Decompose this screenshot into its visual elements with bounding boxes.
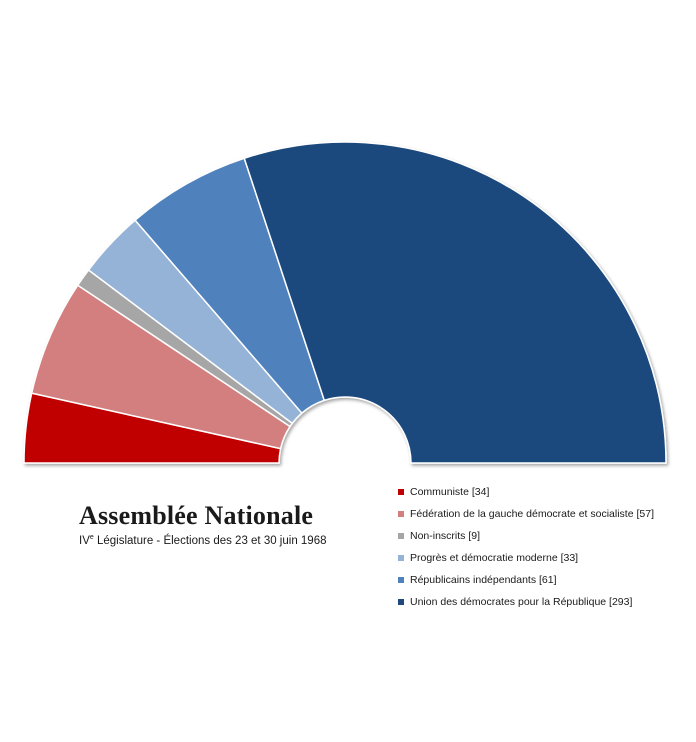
legend: Communiste [34] Fédération de la gauche d… — [398, 481, 654, 613]
legend-item-2: Non-inscrits [9] — [398, 525, 654, 547]
legislature-ordinal-suffix: e — [89, 534, 94, 541]
subtitle-text: Législature - Élections des 23 et 30 jui… — [93, 534, 327, 547]
legend-label: Non-inscrits [9] — [410, 530, 481, 542]
chart-subtitle: IVe Législature - Élections des 23 et 30… — [79, 531, 327, 548]
legend-label: Union des démocrates pour la République … — [410, 596, 633, 608]
legend-swatch — [398, 555, 404, 561]
legend-label: Républicains indépendants [61] — [410, 574, 557, 586]
chart-title: Assemblée Nationale — [79, 501, 314, 530]
legend-item-3: Progrès et démocratie moderne [33] — [398, 547, 654, 569]
legend-item-4: Républicains indépendants [61] — [398, 569, 654, 591]
legend-swatch — [398, 489, 404, 495]
legend-item-0: Communiste [34] — [398, 481, 654, 503]
slice-5 — [243, 141, 667, 464]
legend-label: Progrès et démocratie moderne [33] — [410, 552, 579, 564]
legend-item-5: Union des démocrates pour la République … — [398, 591, 654, 613]
legend-label: Communiste [34] — [410, 486, 490, 498]
legend-swatch — [398, 577, 404, 583]
legend-swatch — [398, 533, 404, 539]
legend-swatch — [398, 599, 404, 605]
slices-group — [23, 141, 667, 464]
legislature-ordinal: IV — [79, 534, 90, 547]
legend-swatch — [398, 511, 404, 517]
legend-label: Fédération de la gauche démocrate et soc… — [410, 508, 654, 520]
legend-item-1: Fédération de la gauche démocrate et soc… — [398, 503, 654, 525]
slice-4 — [134, 157, 326, 415]
title-block: Assemblée Nationale IVe Législature - Él… — [79, 502, 327, 548]
